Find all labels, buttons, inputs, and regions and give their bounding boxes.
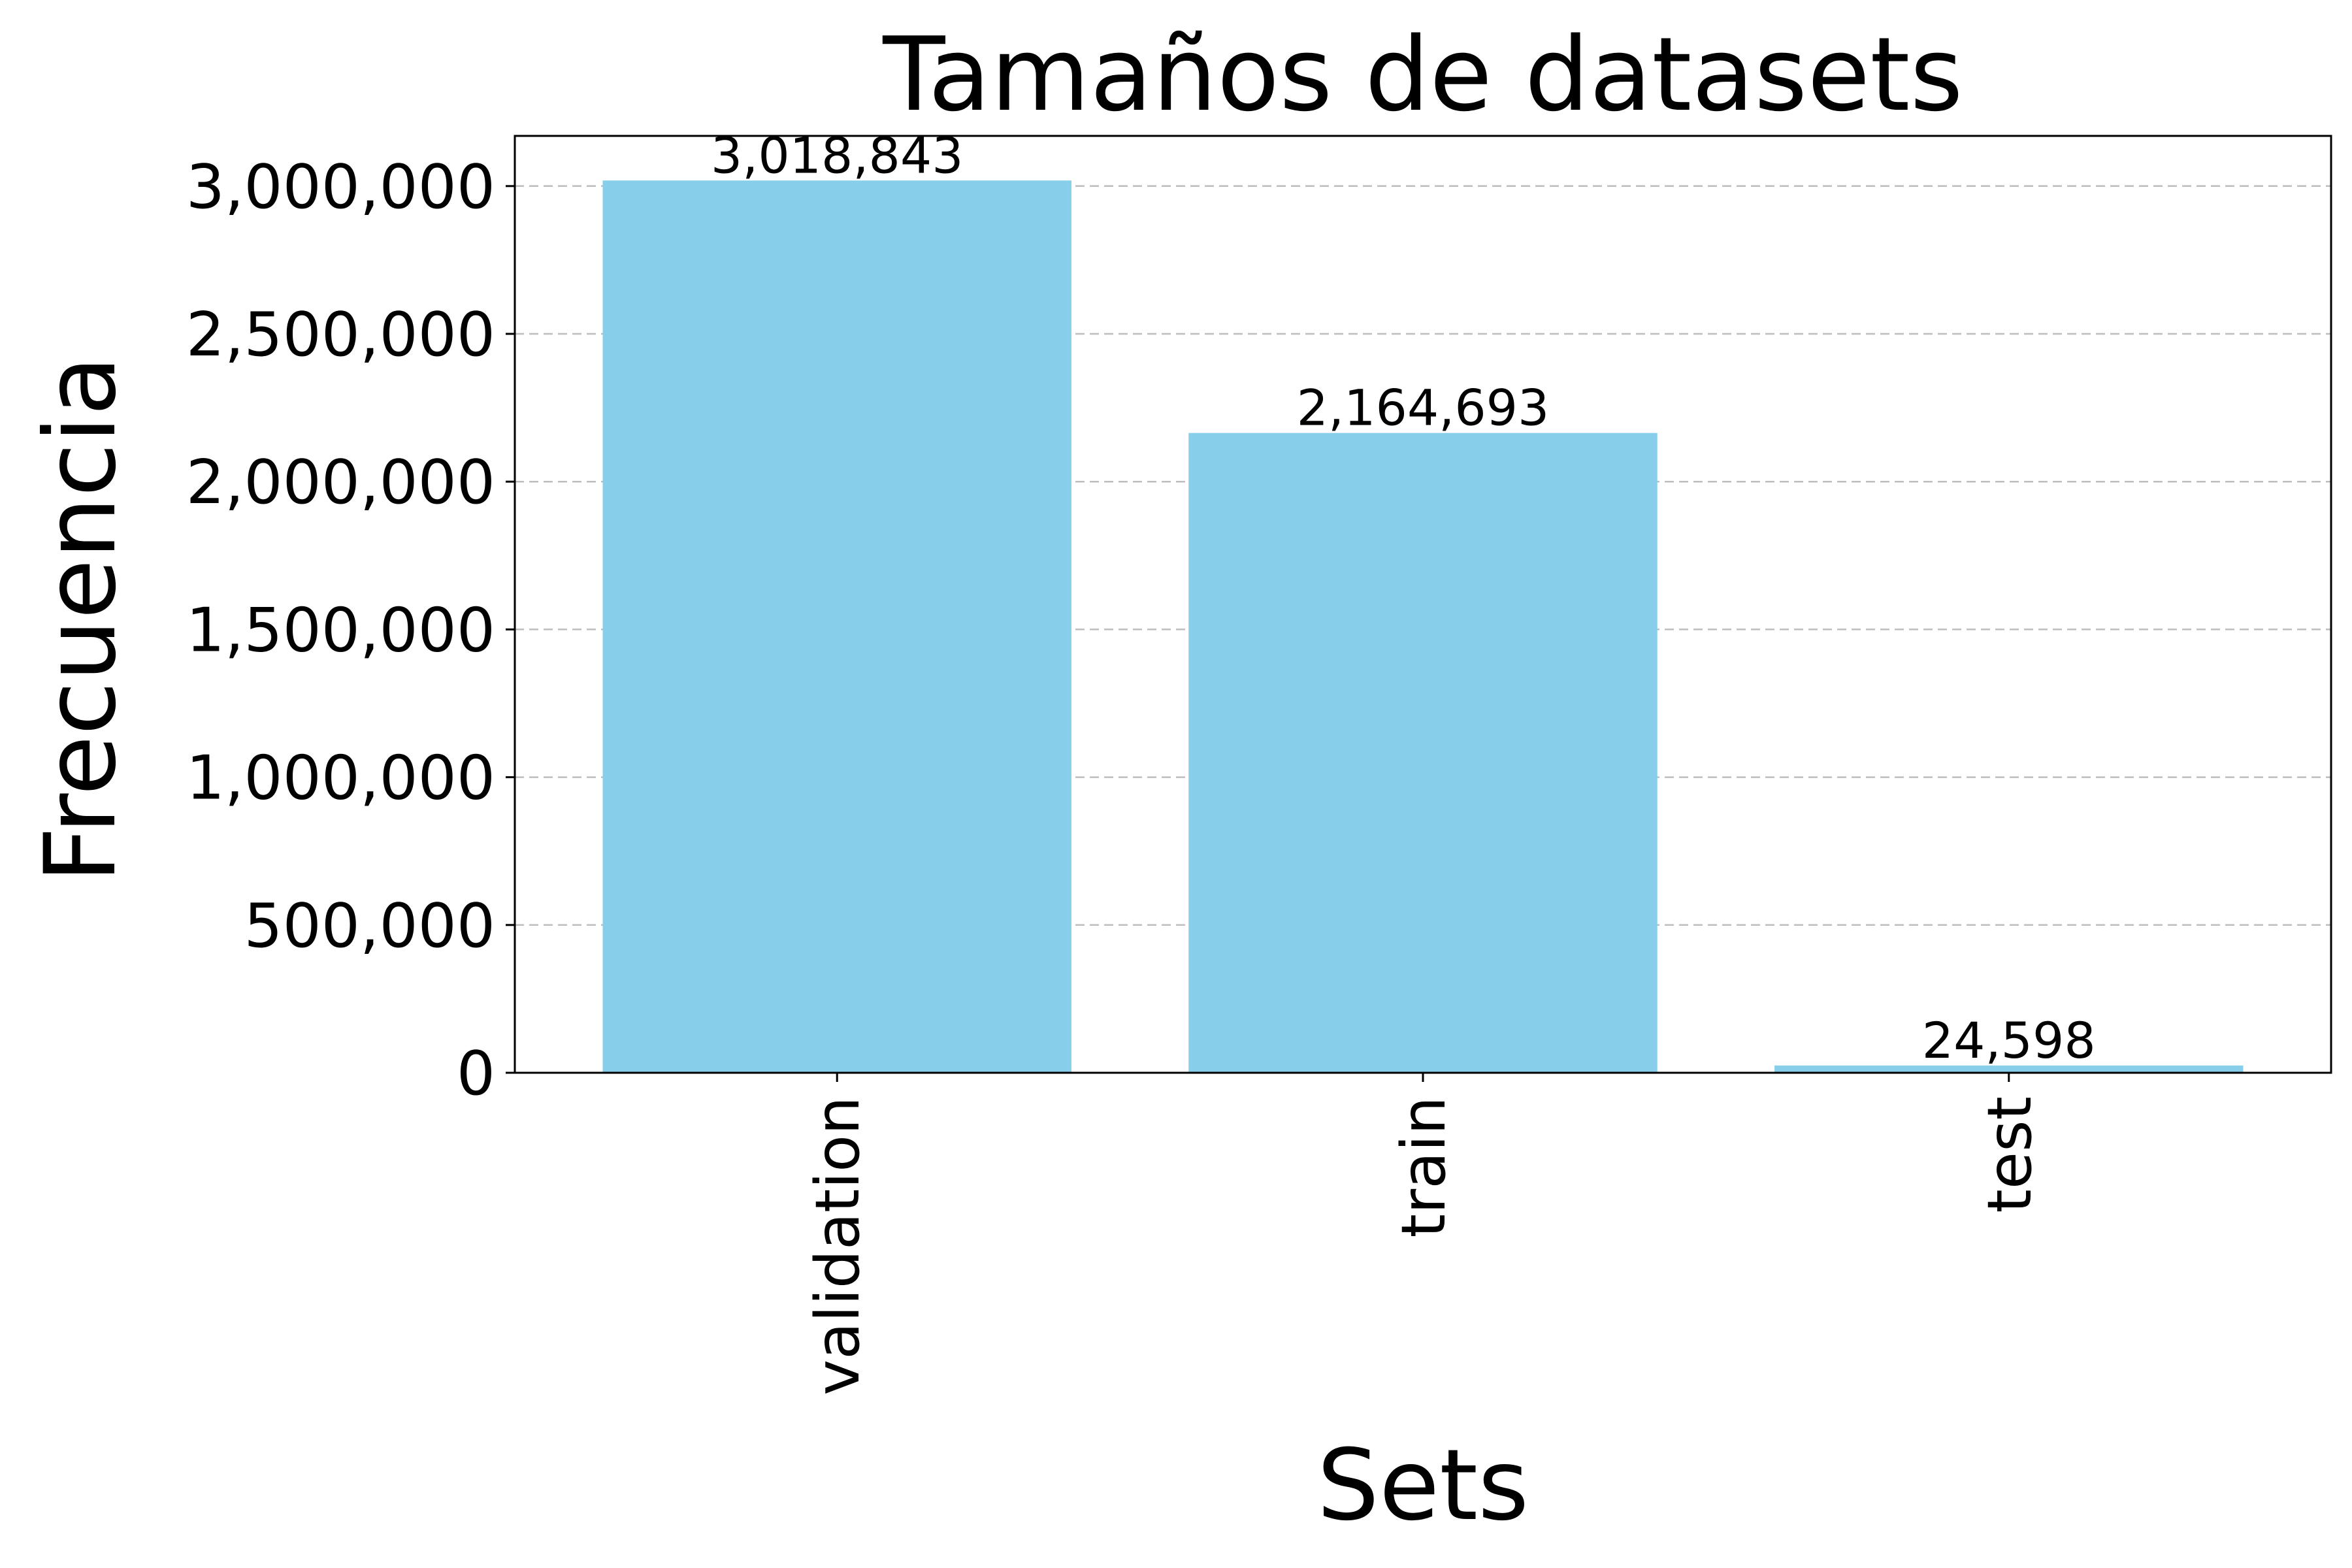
bars (602, 180, 2244, 1073)
x-axis-ticks: validation train test (802, 1073, 2045, 1396)
plot-frame (514, 135, 2332, 1074)
y-tick-label: 2,000,000 (186, 447, 495, 517)
bar-test (1774, 1065, 2244, 1073)
x-tick-label-test: test (1974, 1096, 2045, 1213)
x-tick-label-validation: validation (802, 1096, 873, 1396)
data-label-train: 2,164,693 (1297, 379, 1550, 437)
y-tick-label: 500,000 (244, 890, 495, 961)
bar-train (1188, 433, 1658, 1073)
y-axis-ticks: 0 500,000 1,000,000 1,500,000 2,000,000 2,500… (186, 152, 515, 1109)
chart-title: Tamaños de datasets (882, 15, 1963, 134)
bar-validation (602, 180, 1071, 1073)
y-tick-label: 2,500,000 (186, 299, 495, 370)
x-axis-label: Sets (1317, 1429, 1529, 1543)
y-tick-label: 1,000,000 (186, 743, 495, 813)
y-axis-label: Frecuencia (24, 356, 138, 883)
x-tick-label-train: train (1388, 1096, 1459, 1237)
data-label-test: 24,598 (1922, 1011, 2096, 1070)
y-tick-label: 0 (457, 1038, 495, 1109)
y-tick-label: 1,500,000 (186, 595, 495, 665)
y-tick-label: 3,000,000 (186, 152, 495, 222)
